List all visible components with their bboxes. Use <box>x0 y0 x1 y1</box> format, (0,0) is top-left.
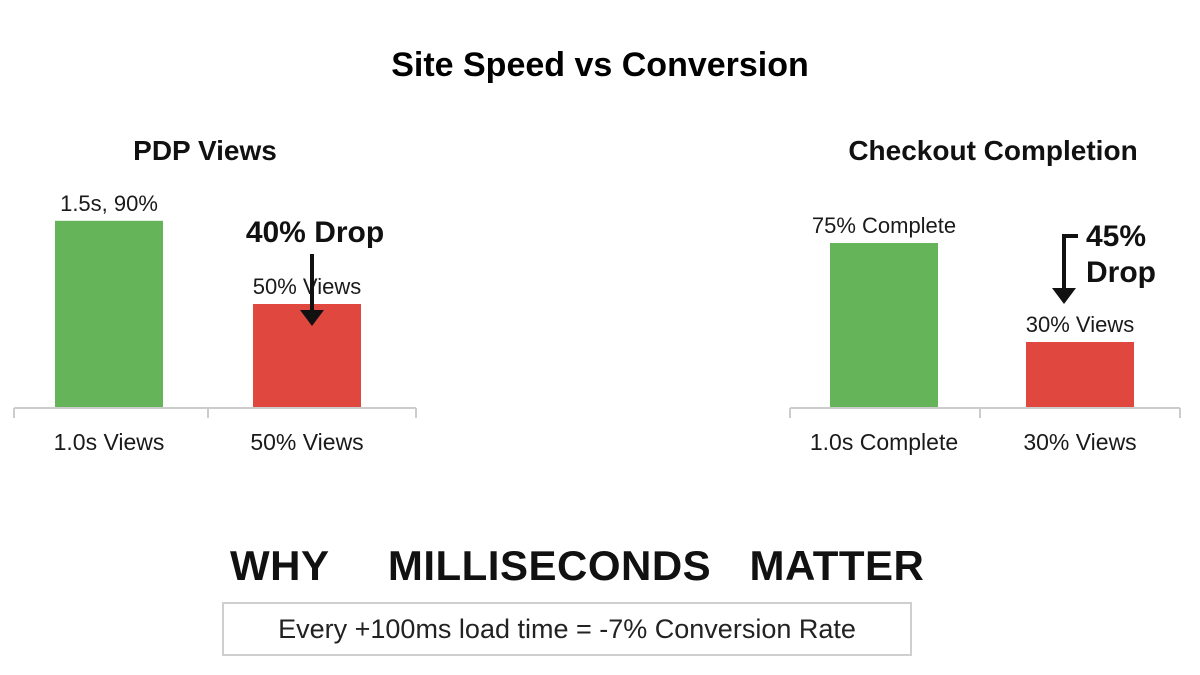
data-label-2: 50% Views <box>253 274 361 299</box>
data-label-1: 1.5s, 90% <box>60 191 158 216</box>
drop-arrow-icon <box>1062 234 1078 292</box>
footer-heading-word-milliseconds: MILLISECONDS <box>387 542 712 589</box>
chart-pdp-views-svg: PDP Views 1.5s, 90% 1.0s Views 50% Views 50%… <box>13 135 417 455</box>
footer-heading-word-matter: MATTER <box>749 542 925 589</box>
drop-annotation-text: 40% Drop <box>246 216 384 249</box>
bar-2 <box>1026 342 1134 408</box>
data-label-2: 30% Views <box>1026 312 1134 337</box>
chart-checkout-completion-svg: Checkout Completion 75% Complete 1.0s Comp… <box>789 135 1181 455</box>
chart-checkout-completion: Checkout Completion 75% Complete 1.0s Comp… <box>780 120 1200 480</box>
category-label-2: 30% Views <box>1023 429 1136 455</box>
chart-title: Checkout Completion <box>848 135 1137 166</box>
data-label-1: 75% Complete <box>812 213 956 238</box>
footer-heading: WHY MILLISECONDS MATTER <box>230 542 924 590</box>
bar-1 <box>55 220 163 408</box>
drop-arrow-head-icon <box>1052 288 1076 304</box>
drop-arrow-head-icon <box>300 310 324 326</box>
category-label-1: 1.0s Complete <box>810 429 958 455</box>
footer-note-box: Every +100ms load time = -7% Conversion … <box>222 602 912 656</box>
chart-title: PDP Views <box>133 135 277 166</box>
drop-annotation-text: Drop <box>1086 256 1156 289</box>
footer-note: Every +100ms load time = -7% Conversion … <box>278 613 856 644</box>
bar-2 <box>253 304 361 408</box>
category-label-2: 50% Views <box>250 429 363 455</box>
chart-pdp-views: PDP Views 1.5s, 90% 1.0s Views 50% Views 50%… <box>0 120 430 480</box>
drop-annotation-text: 45% <box>1086 220 1146 253</box>
bar-1 <box>830 243 938 408</box>
footer-heading-word-why: WHY <box>230 542 330 589</box>
page-title: Site Speed vs Conversion <box>391 46 809 84</box>
category-label-1: 1.0s Views <box>54 429 165 455</box>
